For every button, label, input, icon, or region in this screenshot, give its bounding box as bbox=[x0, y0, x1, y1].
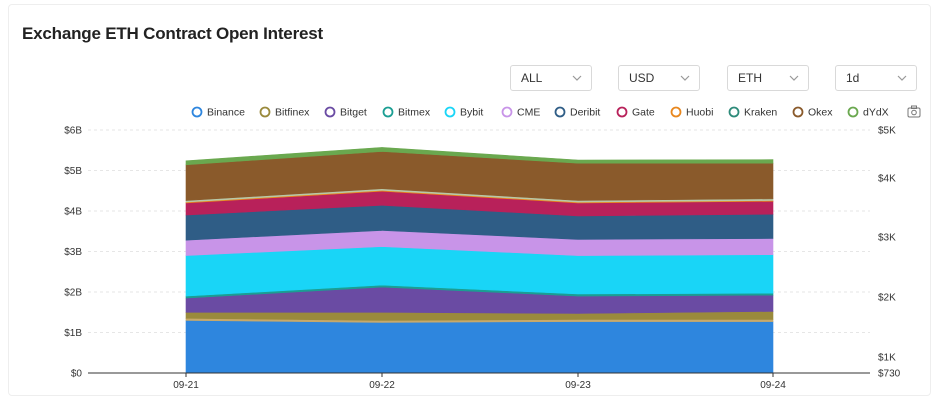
legend-item-gate[interactable]: Gate bbox=[616, 106, 655, 119]
x-tick-label: 09-23 bbox=[565, 380, 591, 391]
x-tick-label: 09-24 bbox=[760, 380, 786, 391]
interval-select[interactable]: 1d bbox=[835, 65, 917, 91]
y-right-tick-label: $5K bbox=[878, 126, 896, 137]
x-tick-label: 09-21 bbox=[173, 380, 199, 391]
legend-label: Bitget bbox=[340, 107, 367, 119]
legend-item-okex[interactable]: Okex bbox=[792, 106, 834, 119]
legend-item-binance[interactable]: Binance bbox=[191, 106, 246, 119]
legend-marker bbox=[444, 106, 456, 118]
legend-marker bbox=[616, 106, 628, 118]
chart-title: Exchange ETH Contract Open Interest bbox=[22, 24, 323, 43]
chevron-down-icon bbox=[789, 75, 799, 81]
y-left-tick-label: $2B bbox=[64, 288, 82, 299]
legend-item-cme[interactable]: CME bbox=[501, 106, 541, 119]
legend-label: Bitmex bbox=[398, 107, 431, 119]
legend-label: CME bbox=[517, 107, 540, 119]
legend-item-bybit[interactable]: Bybit bbox=[444, 106, 484, 119]
legend-label: dYdX bbox=[863, 107, 889, 119]
legend-item-dydx[interactable]: dYdX bbox=[847, 106, 889, 119]
exchange-select-value: ALL bbox=[521, 71, 543, 85]
legend-item-huobi[interactable]: Huobi bbox=[670, 106, 714, 119]
legend-label: Bybit bbox=[460, 107, 483, 119]
legend-marker bbox=[554, 106, 566, 118]
y-right-tick-label: $2K bbox=[878, 293, 896, 304]
camera-icon[interactable] bbox=[907, 105, 921, 118]
legend-marker bbox=[324, 106, 336, 118]
legend-marker bbox=[847, 106, 859, 118]
legend-item-bitmex[interactable]: Bitmex bbox=[382, 106, 431, 119]
chevron-down-icon bbox=[680, 75, 690, 81]
area-series-binance[interactable] bbox=[185, 320, 774, 374]
legend-marker bbox=[670, 106, 682, 118]
legend-label: Bitfinex bbox=[275, 107, 310, 119]
legend-item-bitfinex[interactable]: Bitfinex bbox=[259, 106, 311, 119]
area-series-dydx[interactable] bbox=[185, 147, 774, 166]
exchange-select[interactable]: ALL bbox=[510, 65, 592, 91]
legend-marker bbox=[259, 106, 271, 118]
legend-marker bbox=[501, 106, 513, 118]
y-right-tick-label: $730 bbox=[878, 369, 901, 380]
legend-label: Deribit bbox=[570, 107, 600, 119]
currency-select[interactable]: USD bbox=[618, 65, 700, 91]
y-left-tick-label: $3B bbox=[64, 247, 82, 258]
legend-item-kraken[interactable]: Kraken bbox=[728, 106, 778, 119]
legend-label: Kraken bbox=[744, 107, 777, 119]
asset-select[interactable]: ETH bbox=[727, 65, 809, 91]
y-left-tick-label: $1B bbox=[64, 328, 82, 339]
y-left-tick-label: $5B bbox=[64, 166, 82, 177]
y-left-tick-label: $4B bbox=[64, 207, 82, 218]
y-right-tick-label: $1K bbox=[878, 353, 896, 364]
legend-marker bbox=[792, 106, 804, 118]
chart-card bbox=[8, 4, 931, 396]
y-right-tick-label: $4K bbox=[878, 174, 896, 185]
chevron-down-icon bbox=[897, 75, 907, 81]
legend-marker bbox=[382, 106, 394, 118]
y-left-tick-label: $6B bbox=[64, 126, 82, 137]
y-right-tick-label: $3K bbox=[878, 233, 896, 244]
chevron-down-icon bbox=[572, 75, 582, 81]
x-tick-label: 09-22 bbox=[369, 380, 395, 391]
legend-marker bbox=[728, 106, 740, 118]
legend-label: Okex bbox=[808, 107, 833, 119]
legend-label: Gate bbox=[632, 107, 655, 119]
legend-item-deribit[interactable]: Deribit bbox=[554, 106, 601, 119]
currency-select-value: USD bbox=[629, 71, 655, 85]
legend-label: Huobi bbox=[686, 107, 713, 119]
asset-select-value: ETH bbox=[738, 71, 762, 85]
interval-select-value: 1d bbox=[846, 71, 860, 85]
legend-label: Binance bbox=[207, 107, 245, 119]
legend-item-bitget[interactable]: Bitget bbox=[324, 106, 367, 119]
y-left-tick-label: $0 bbox=[71, 369, 83, 380]
legend-marker bbox=[191, 106, 203, 118]
